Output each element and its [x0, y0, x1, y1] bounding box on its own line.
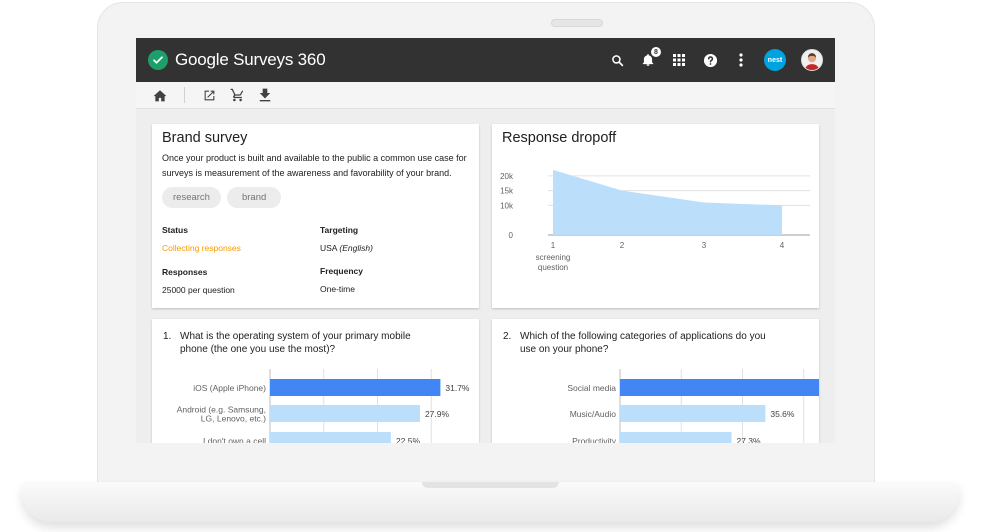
frequency-value: One-time [320, 284, 355, 294]
app-title[interactable]: Google Surveys 360 [175, 50, 326, 70]
question-1-card: 1. What is the operating system of your … [152, 319, 479, 443]
account-brand-avatar[interactable]: nest [764, 49, 786, 71]
bar [620, 405, 766, 422]
x-tick-sublabel: question [538, 263, 568, 272]
toolbar [136, 82, 835, 109]
responses-value: 25000 per question [162, 285, 235, 295]
notification-badge: 8 [651, 47, 661, 57]
bar-value-label: 35.6% [770, 409, 795, 419]
bar-value-label: 31.7% [445, 383, 470, 393]
bar-value-label: 27.9% [425, 409, 450, 419]
category-label: Android (e.g. Samsung, [177, 405, 266, 415]
question-1-number: 1. [163, 331, 172, 342]
category-label: iOS (Apple iPhone) [193, 383, 266, 393]
home-icon[interactable] [152, 87, 168, 103]
bar-value-label: 27.3% [736, 436, 761, 443]
open-external-icon[interactable] [201, 87, 217, 103]
bar [270, 405, 420, 422]
question-1-text: What is the operating system of your pri… [180, 331, 411, 355]
question-2-card: 2. Which of the following categories of … [492, 319, 819, 443]
category-label: LG, Lenovo, etc.) [201, 414, 266, 424]
more-vert-icon[interactable] [733, 52, 749, 68]
apps-grid-icon[interactable] [671, 52, 687, 68]
status-value: Collecting responses [162, 243, 241, 253]
bar [620, 432, 732, 443]
laptop-camera [551, 19, 603, 27]
app-screen: Google Surveys 360 8 nest [136, 38, 835, 443]
targeting-value: USA (English) [320, 243, 373, 253]
status-label: Status [162, 225, 188, 235]
bar [620, 379, 819, 396]
tag-chip-brand[interactable]: brand [226, 187, 282, 208]
question-2-chart: 49.9%Social media35.6%Music/Audio27.3%Pr… [567, 369, 819, 443]
question-2-number: 2. [503, 331, 512, 342]
laptop-base [22, 482, 959, 522]
frequency-label: Frequency [320, 266, 363, 276]
category-label: Music/Audio [570, 409, 617, 419]
x-tick-label: 2 [620, 241, 625, 250]
cart-icon[interactable] [229, 87, 245, 103]
toolbar-divider [184, 87, 185, 103]
y-tick-label: 15k [500, 187, 514, 196]
targeting-label: Targeting [320, 225, 359, 235]
x-tick-label: 4 [780, 241, 785, 250]
tag-chip-research[interactable]: research [162, 187, 221, 208]
search-icon[interactable] [609, 52, 625, 68]
bar [270, 379, 441, 396]
response-dropoff-card: Response dropoff 20k 15k 10k 0 1 2 3 4 screening… [492, 124, 819, 308]
brand-survey-description: Once your product is built and available… [162, 153, 467, 178]
laptop-base-notch [422, 482, 559, 488]
question-1-chart: 31.7% iOS (Apple iPhone) 27.9% Android (e.g… [177, 369, 470, 443]
y-tick-label: 20k [500, 172, 514, 181]
response-dropoff-title: Response dropoff [502, 130, 617, 146]
bar-value-label: 22.5% [396, 436, 421, 443]
category-label: Social media [567, 383, 616, 393]
x-tick-sublabel: screening [536, 253, 571, 262]
app-title-product: Surveys 360 [228, 50, 326, 69]
notifications-icon[interactable]: 8 [640, 47, 661, 68]
question-2-text: Which of the following categories of app… [520, 331, 766, 355]
category-label: Productivity [572, 436, 617, 443]
targeting-language: (English) [339, 243, 373, 253]
brand-survey-card: Brand survey Once your product is built … [152, 124, 479, 308]
responses-label: Responses [162, 267, 208, 277]
checkmark-logo-icon[interactable] [148, 50, 168, 70]
brand-survey-title: Brand survey [162, 130, 248, 146]
category-label: I don't own a cell [203, 436, 266, 443]
y-tick-label: 10k [500, 201, 514, 210]
bar [270, 432, 391, 443]
targeting-country: USA [320, 243, 338, 253]
dropoff-area [553, 169, 782, 235]
y-tick-label: 0 [509, 231, 514, 240]
download-icon[interactable] [257, 87, 273, 103]
x-tick-label: 1 [551, 241, 556, 250]
user-avatar[interactable] [801, 49, 823, 71]
app-title-google: Google [175, 50, 229, 69]
help-icon[interactable] [702, 52, 718, 68]
app-bar: Google Surveys 360 8 nest [136, 38, 835, 82]
x-tick-label: 3 [702, 241, 707, 250]
